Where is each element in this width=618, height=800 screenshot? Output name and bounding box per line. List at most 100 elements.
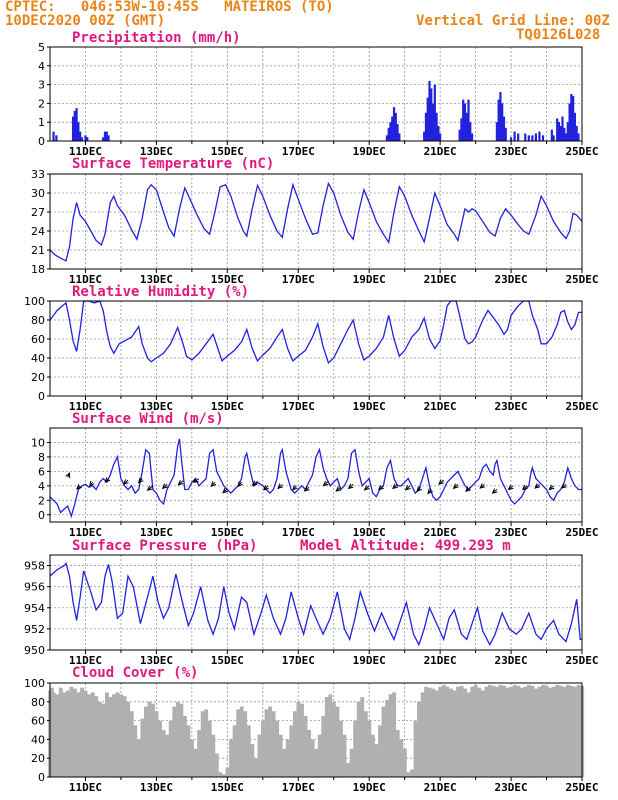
precip-bar	[77, 122, 80, 141]
cloud-bar	[491, 685, 496, 777]
cloud-bar	[126, 701, 131, 777]
cloud-bar	[452, 690, 457, 777]
cloud-bar	[566, 684, 570, 777]
cloud-bar	[530, 685, 535, 777]
cloud-bar	[459, 685, 464, 777]
panel-title: Surface Pressure (hPa)	[72, 538, 257, 554]
cloud-bar	[406, 772, 411, 777]
x-tick-label: 11DEC	[69, 526, 102, 539]
cloud-bar	[548, 687, 553, 777]
cloud-bar	[73, 688, 77, 777]
wind-arrow-head	[560, 483, 567, 489]
y-tick-label: 6	[38, 465, 45, 478]
panel-frame	[49, 300, 583, 397]
cloud-bar	[544, 685, 549, 777]
wind-arrow-head	[251, 480, 258, 486]
y-tick-label: 0	[38, 135, 45, 148]
precip-bar	[389, 122, 392, 141]
cloud-bar	[236, 709, 241, 777]
cloud-bar	[80, 687, 84, 777]
panel-5: 950 952 954 956 958 11DEC 13DEC 15DEC 17DEC 19DEC…	[24, 538, 599, 667]
cloud-bar	[87, 694, 92, 777]
cloud-bar	[512, 684, 517, 777]
cloud-bar	[466, 692, 471, 777]
cloud-bar	[55, 694, 60, 777]
x-tick-label: 11DEC	[69, 654, 102, 667]
cloud-bar	[204, 709, 209, 777]
cloud-bar	[307, 730, 311, 777]
cloud-bar	[477, 687, 482, 777]
cloud-bar	[339, 720, 343, 777]
precip-bar	[524, 133, 527, 141]
wind-arrow-head	[491, 488, 498, 494]
cloud-bar	[186, 725, 191, 777]
y-tick-label: 954	[24, 602, 45, 615]
precip-bar	[435, 112, 438, 141]
wind-arrow-head	[192, 477, 199, 483]
cloud-bar	[285, 739, 290, 777]
wind-arrow-head	[363, 485, 370, 491]
cloud-bar	[261, 720, 265, 777]
cloud-bar	[431, 688, 436, 777]
wind-arrow-head	[452, 483, 459, 490]
cloud-bar	[331, 701, 336, 777]
x-tick-label: 13DEC	[140, 654, 173, 667]
cloud-bar	[374, 744, 379, 777]
y-tick-label: 33	[31, 168, 45, 181]
y-tick-label: 20	[31, 371, 45, 384]
y-tick-label: 0	[38, 771, 45, 784]
x-tick-label: 21DEC	[424, 273, 457, 286]
panel-frame	[49, 173, 583, 270]
cloud-bar	[104, 692, 109, 777]
x-tick-label: 15DEC	[211, 654, 244, 667]
wind-arrow-head	[548, 484, 555, 491]
series-line	[49, 562, 582, 647]
y-tick-label: 27	[31, 206, 45, 219]
x-tick-label: 15DEC	[211, 400, 244, 413]
y-tick-label: 0	[38, 390, 45, 403]
cloud-bar	[151, 703, 155, 777]
series-line	[49, 181, 583, 262]
wind-arrow-head	[177, 479, 184, 486]
model-id: TQ0126L028	[516, 27, 601, 43]
cloud-bar	[378, 725, 382, 777]
cloud-bar	[381, 706, 386, 777]
wind-arrow-head	[237, 481, 243, 488]
x-tick-label: 25DEC	[565, 145, 598, 158]
cloud-bar	[367, 720, 372, 777]
precip-bar	[566, 122, 569, 141]
cloud-bar	[243, 711, 248, 777]
cloud-bar	[83, 690, 88, 777]
x-tick-label: 19DEC	[353, 273, 386, 286]
precip-bar	[509, 137, 513, 141]
wind-arrow-head	[89, 480, 95, 487]
cloud-bar	[463, 688, 468, 777]
cloud-bar	[456, 686, 460, 777]
panel-frame	[49, 46, 583, 142]
precip-bar	[387, 127, 390, 141]
cloud-bar	[555, 684, 560, 777]
precip-bar	[396, 124, 399, 141]
cloud-bar	[573, 686, 577, 777]
x-tick-label: 25DEC	[565, 654, 598, 667]
y-tick-label: 20	[31, 752, 45, 765]
cloud-bar	[97, 701, 102, 777]
precip-bar	[527, 135, 530, 141]
cloud-bar	[353, 720, 358, 777]
x-tick-label: 13DEC	[140, 400, 173, 413]
precip-bar	[426, 97, 429, 141]
panel-frame	[49, 554, 583, 651]
cloud-bar	[257, 734, 262, 777]
precip-bar	[573, 112, 577, 141]
cloud-bar	[289, 725, 294, 777]
wind-arrow-head	[427, 488, 433, 495]
precip-bar	[86, 137, 89, 141]
precip-bar	[561, 116, 564, 141]
y-tick-label: 80	[31, 696, 45, 709]
cloud-bar	[268, 706, 272, 777]
cloud-bar	[282, 748, 287, 777]
cloud-bar	[115, 692, 120, 777]
y-tick-label: 18	[31, 263, 45, 276]
x-tick-label: 23DEC	[495, 400, 528, 413]
cloud-bar	[363, 711, 368, 777]
